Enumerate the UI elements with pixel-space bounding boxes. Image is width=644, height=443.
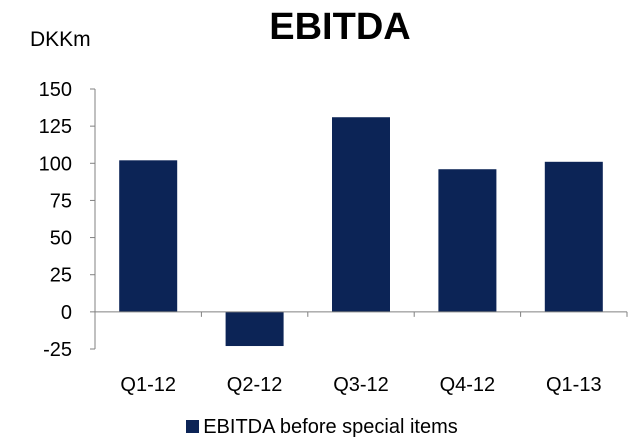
bar-q1-12 [119,160,178,312]
y-tick-label: -25 [43,339,72,361]
chart-title: EBITDA [269,6,411,48]
x-tick-label: Q4-12 [440,374,496,396]
y-tick-label: 25 [50,265,72,287]
y-axis-ticks: 150 125 100 75 50 25 0 -25 [39,79,95,361]
y-tick-label: 100 [39,153,72,175]
y-tick-label: 75 [50,190,72,212]
bar-q1-13 [544,161,603,312]
legend: EBITDA before special items [0,416,644,439]
x-tick-label: Q1-12 [120,374,176,396]
y-axis-unit-label: DKKm [30,28,91,51]
axes [94,89,628,349]
legend-swatch [186,420,200,433]
legend-label: EBITDA before special items [203,416,458,438]
bars [119,117,603,347]
bar-q4-12 [438,169,497,312]
y-tick-label: 50 [50,228,72,250]
x-tick-label: Q2-12 [227,374,283,396]
x-axis-ticks: Q1-12 Q2-12 Q3-12 Q4-12 Q1-13 [120,374,601,396]
x-tick-label: Q1-13 [546,374,602,396]
bar-q2-12 [225,311,284,347]
bar-q3-12 [332,117,390,312]
y-tick-label: 150 [39,79,72,101]
x-tick-label: Q3-12 [333,374,389,396]
y-tick-label: 0 [61,302,72,324]
y-tick-label: 125 [39,116,72,138]
